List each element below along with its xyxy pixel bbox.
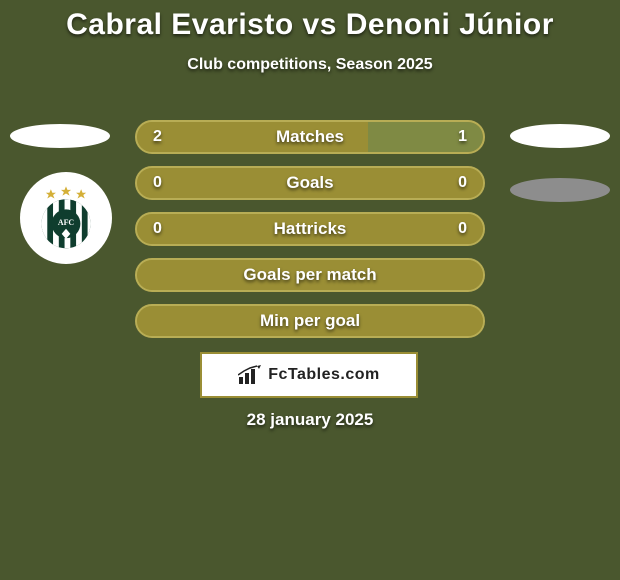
stat-value-left: 2 [153, 128, 162, 146]
club-crest-icon: AFC [30, 182, 102, 254]
brand-label: FcTables.com [268, 366, 380, 384]
stat-label: Hattricks [274, 219, 347, 239]
player-right-flag [510, 178, 610, 202]
page-title: Cabral Evaristo vs Denoni Júnior [0, 0, 620, 42]
stat-bar-matches: 2 Matches 1 [135, 120, 485, 154]
comparison-card: Cabral Evaristo vs Denoni Júnior Club co… [0, 0, 620, 580]
player-left-avatar [10, 124, 110, 148]
stat-value-left: 0 [153, 220, 162, 238]
stat-label: Min per goal [260, 311, 360, 331]
bar-chart-icon [238, 365, 262, 385]
stat-bar-goals-per-match: Goals per match [135, 258, 485, 292]
stat-value-right: 0 [458, 220, 467, 238]
stat-label: Goals per match [243, 265, 376, 285]
stat-bar-min-per-goal: Min per goal [135, 304, 485, 338]
subtitle: Club competitions, Season 2025 [0, 56, 620, 74]
stat-label: Goals [286, 173, 333, 193]
date-label: 28 january 2025 [0, 410, 620, 430]
stat-bar-goals: 0 Goals 0 [135, 166, 485, 200]
stat-bar-hattricks: 0 Hattricks 0 [135, 212, 485, 246]
club-logo: AFC [20, 172, 112, 264]
stat-label: Matches [276, 127, 344, 147]
brand-box: FcTables.com [200, 352, 418, 398]
stat-bars: 2 Matches 1 0 Goals 0 0 Hattricks 0 Goal… [135, 120, 485, 350]
player-right-avatar [510, 124, 610, 148]
svg-text:AFC: AFC [58, 218, 75, 227]
stat-value-right: 0 [458, 174, 467, 192]
stat-value-left: 0 [153, 174, 162, 192]
stat-value-right: 1 [458, 128, 467, 146]
